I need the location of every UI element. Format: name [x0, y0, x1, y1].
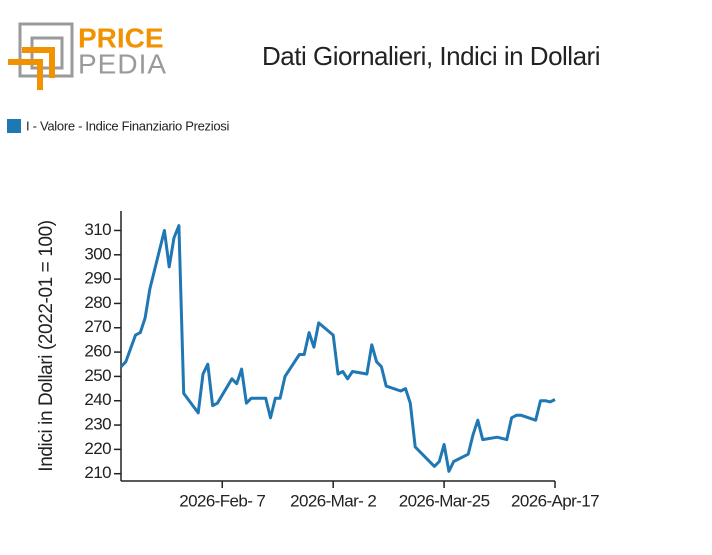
y-tick-label: 250 [84, 366, 111, 385]
legend-swatch [7, 119, 21, 133]
y-tick-label: 300 [84, 244, 111, 263]
logo-text: PEDIA [78, 48, 167, 79]
y-axis-label: Indici in Dollari (2022-01 = 100) [36, 220, 57, 471]
logo-mark [8, 59, 43, 90]
logo-text: PRICE [78, 22, 164, 53]
x-tick-label: 2026-Mar-25 [399, 491, 490, 510]
chart-title: Dati Giornalieri, Indici in Dollari [262, 41, 600, 71]
x-tick-label: 2026-Feb- 7 [179, 491, 265, 510]
y-tick-label: 270 [84, 317, 111, 336]
logo: PRICE PEDIA [8, 22, 167, 90]
x-tick-label: 2026-Mar- 2 [290, 491, 376, 510]
data-line [119, 224, 556, 473]
y-tick-label: 260 [84, 342, 111, 361]
y-tick-label: 290 [84, 269, 111, 288]
y-tick-label: 220 [84, 439, 111, 458]
y-tick-label: 310 [84, 220, 111, 239]
legend-label: I - Valore - Indice Finanziario Preziosi [26, 118, 229, 133]
logo-square [18, 22, 74, 78]
y-tick-label: 210 [84, 463, 111, 482]
y-tick-label: 240 [84, 390, 111, 409]
logo-mark [22, 47, 55, 78]
y-tick-label: 280 [84, 293, 111, 312]
y-tick-label: 230 [84, 415, 111, 434]
x-tick-label: 2026-Apr-17 [511, 491, 599, 510]
